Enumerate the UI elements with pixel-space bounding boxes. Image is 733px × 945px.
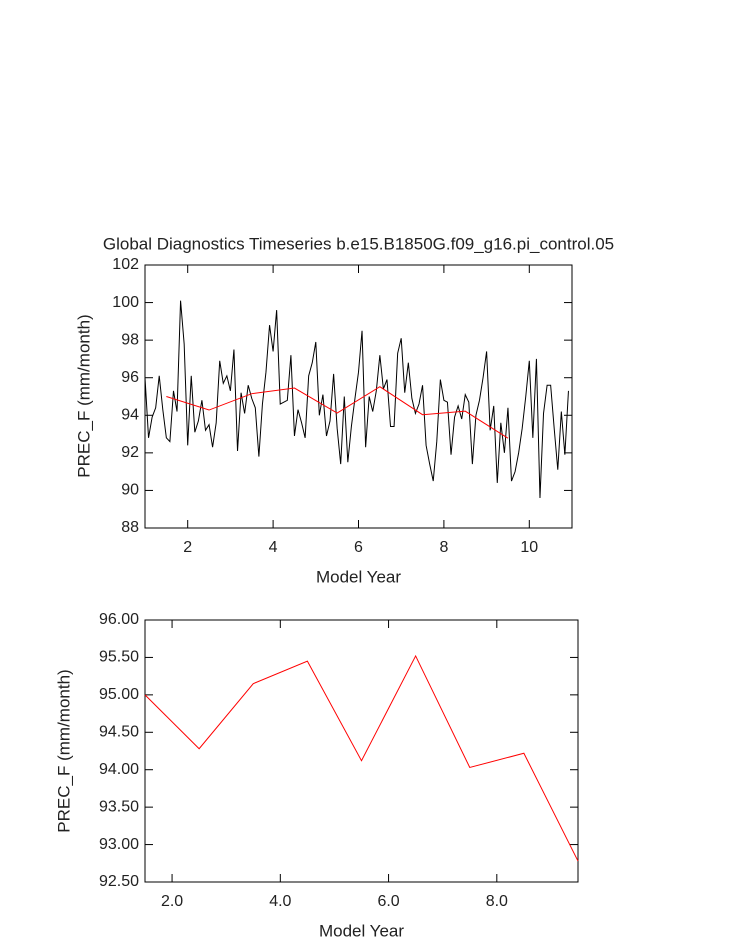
x-tick-label: 8.0: [486, 893, 508, 910]
x-tick-label: 2.0: [161, 893, 183, 910]
y-tick-label: 98: [121, 331, 139, 348]
x-tick-label: 10: [520, 539, 538, 556]
x-tick-label: 6: [354, 539, 363, 556]
plot-frame: [144, 264, 573, 529]
x-tick-label: 4: [269, 539, 278, 556]
y-tick-label: 93.50: [99, 798, 139, 815]
y-tick-label: 96.00: [99, 611, 139, 628]
chart-title: Global Diagnostics Timeseries b.e15.B185…: [103, 234, 614, 253]
x-tick-label: 4.0: [269, 893, 291, 910]
x-axis-label: Model Year: [319, 921, 404, 940]
y-tick-label: 94: [121, 407, 139, 424]
x-axis-label: Model Year: [316, 567, 401, 586]
y-tick-label: 96: [121, 369, 139, 386]
y-tick-label: 88: [121, 519, 139, 536]
y-tick-label: 102: [112, 256, 139, 273]
y-tick-label: 95.00: [99, 686, 139, 703]
plot-frame: [144, 619, 579, 883]
x-tick-label: 8: [439, 539, 448, 556]
data-line: [144, 654, 579, 862]
x-tick-label: 6.0: [377, 893, 399, 910]
x-tick-label: 2: [183, 539, 192, 556]
y-tick-label: 95.50: [99, 649, 139, 666]
y-tick-label: 93.00: [99, 836, 139, 853]
y-tick-label: 92: [121, 444, 139, 461]
y-tick-label: 90: [121, 482, 139, 499]
y-tick-label: 94.00: [99, 761, 139, 778]
y-tick-label: 94.50: [99, 724, 139, 741]
y-tick-label: 100: [112, 294, 139, 311]
y-tick-label: 92.50: [99, 873, 139, 890]
y-axis-label: PREC_F (mm/month): [54, 669, 73, 832]
data-line: [144, 300, 569, 498]
y-axis-label: PREC_F (mm/month): [74, 314, 93, 477]
data-line: [166, 386, 509, 439]
